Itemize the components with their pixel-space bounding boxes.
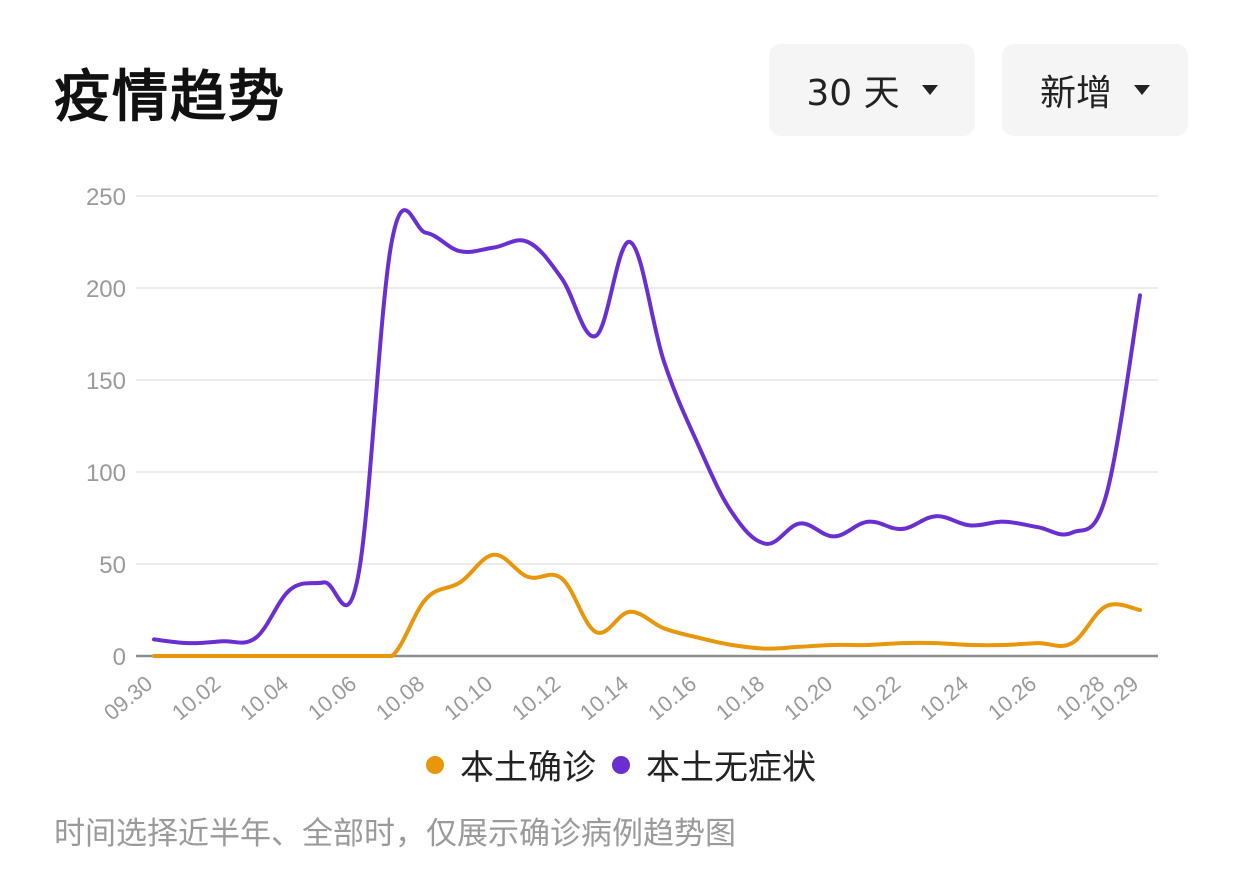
y-tick-label: 0 — [113, 644, 126, 671]
y-tick-label: 150 — [86, 368, 126, 395]
x-tick-label: 10.24 — [915, 671, 973, 726]
y-tick-label: 250 — [86, 184, 126, 211]
footnote: 时间选择近半年、全部时，仅展示确诊病例趋势图 — [54, 816, 736, 852]
x-tick-label: 10.18 — [711, 671, 769, 726]
x-tick-label: 10.22 — [847, 671, 905, 726]
x-tick-label: 10.26 — [983, 671, 1041, 726]
legend-item-confirmed[interactable]: 本土确诊 — [426, 740, 596, 789]
time-range-label: 30 天 — [806, 73, 900, 114]
caret-down-icon — [921, 85, 938, 95]
y-axis-ticks: 0 50 100 150 200 250 — [86, 184, 126, 671]
legend-label-confirmed: 本土确诊 — [460, 748, 596, 788]
metric-label: 新增 — [1039, 73, 1112, 114]
metric-dropdown[interactable]: 新增 — [1002, 44, 1188, 136]
grid-lines — [136, 195, 1158, 658]
x-tick-label: 10.16 — [643, 671, 701, 726]
legend-dot-asymptomatic — [612, 755, 630, 774]
x-tick-label: 10.14 — [575, 671, 633, 726]
x-axis-ticks: 09.30 10.02 10.04 10.06 10.08 10.10 10.12 10.14… — [99, 671, 1143, 726]
x-tick-label: 10.12 — [507, 671, 565, 726]
x-tick-label: 10.06 — [303, 671, 361, 726]
legend-dot-confirmed — [426, 755, 444, 774]
trend-chart: 0 50 100 150 200 250 09.30 10.02 10.04 10.06 10.0… — [86, 184, 1158, 726]
y-tick-label: 200 — [86, 276, 126, 303]
x-tick-label: 10.04 — [235, 671, 293, 726]
caret-down-icon — [1134, 85, 1150, 95]
x-tick-label: 10.10 — [439, 671, 497, 726]
page-title: 疫情趋势 — [54, 65, 286, 130]
y-tick-label: 50 — [99, 552, 126, 579]
chart-legend: 本土确诊 本土无症状 — [0, 740, 1242, 789]
series-line-confirmed — [152, 552, 1142, 658]
y-tick-label: 100 — [86, 460, 126, 487]
legend-item-asymptomatic[interactable]: 本土无症状 — [612, 740, 816, 789]
series-line-asymptomatic — [152, 208, 1142, 646]
legend-label-asymptomatic: 本土无症状 — [646, 748, 816, 788]
x-tick-label: 10.08 — [371, 671, 429, 726]
x-tick-label: 10.20 — [779, 671, 837, 726]
x-tick-label: 10.02 — [167, 671, 225, 726]
time-range-dropdown[interactable]: 30 天 — [769, 44, 975, 136]
series-lines — [152, 208, 1142, 658]
x-tick-label: 09.30 — [99, 671, 157, 726]
